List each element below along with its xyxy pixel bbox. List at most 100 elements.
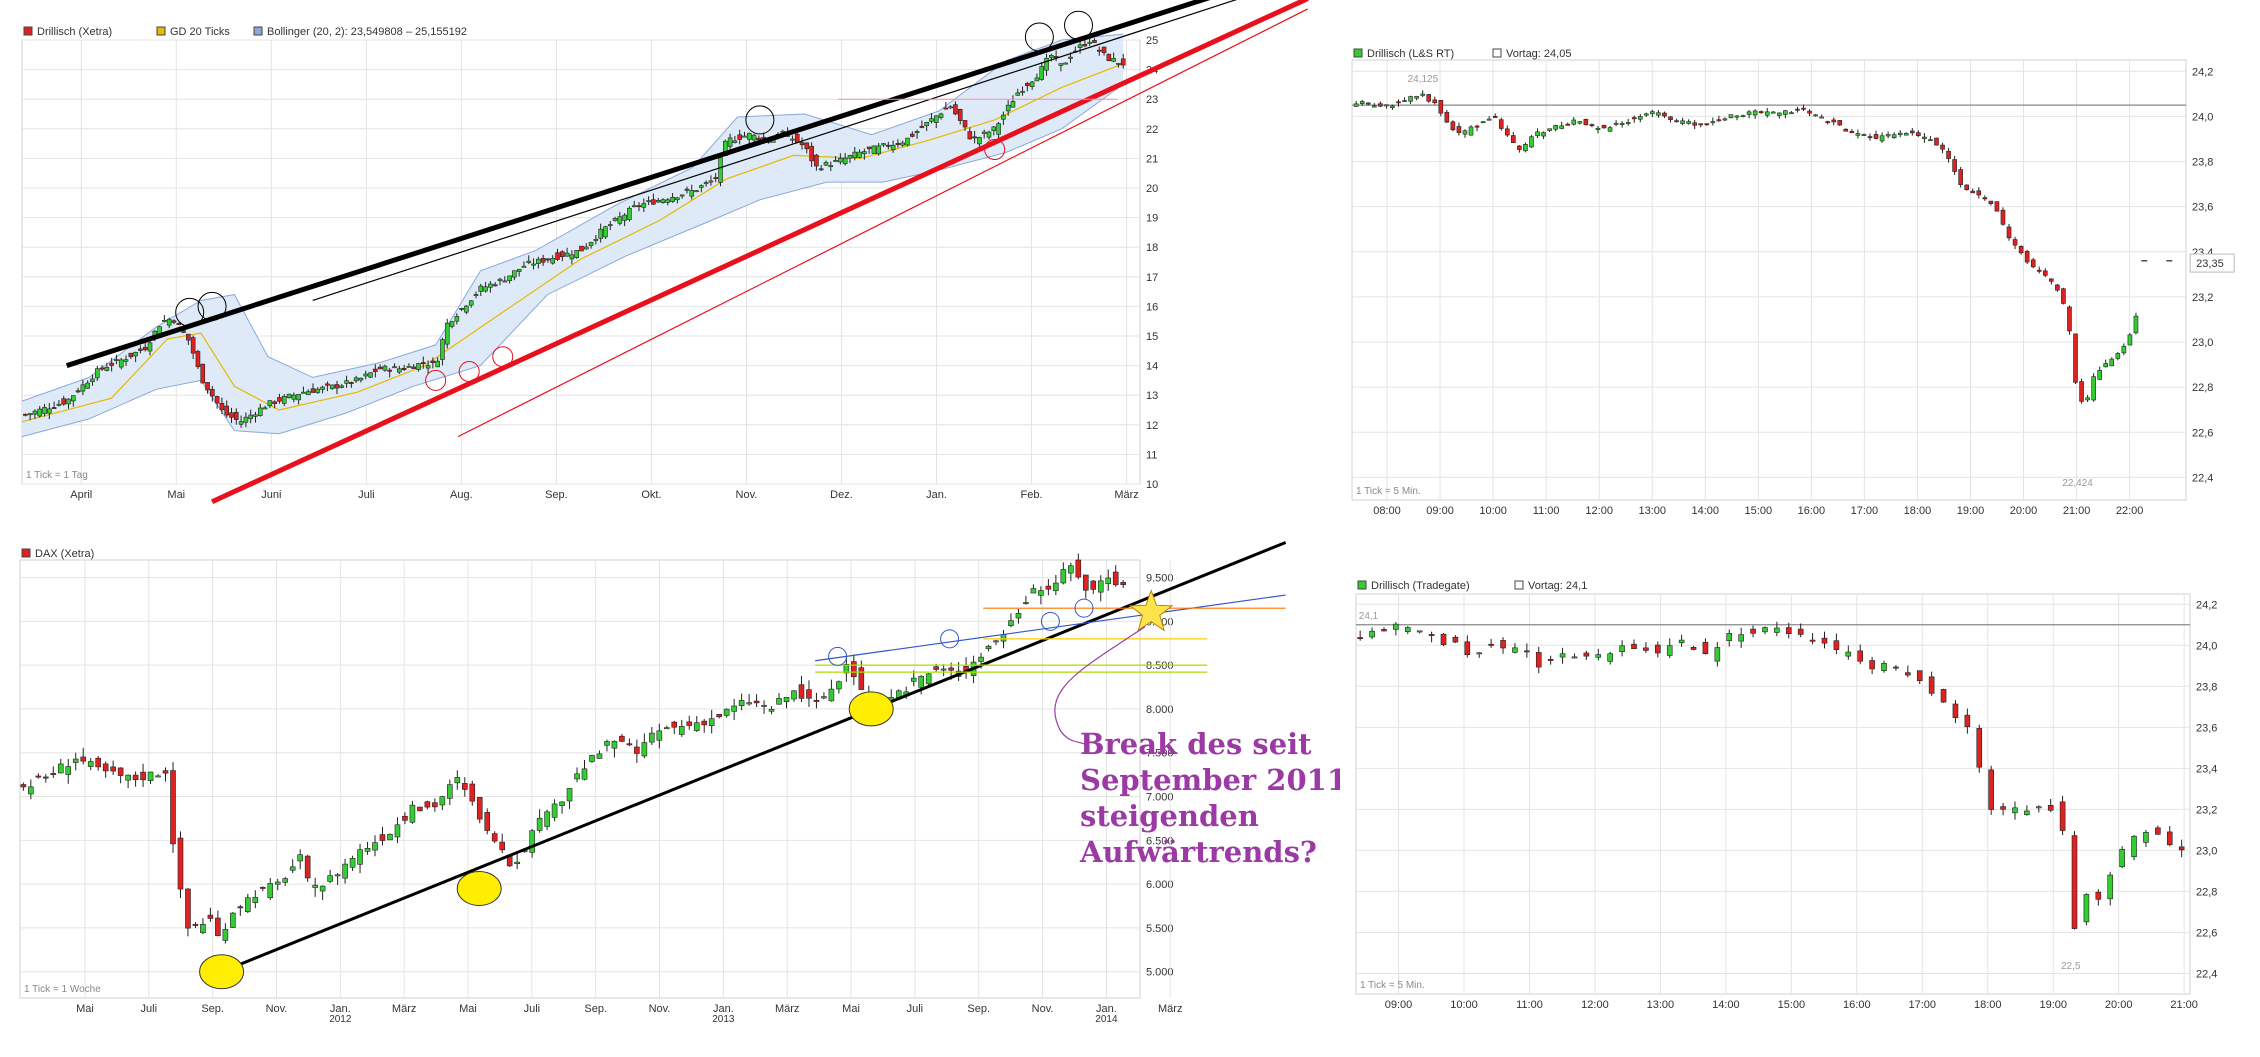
candle-body: [1535, 652, 1542, 668]
candle-body: [798, 684, 805, 699]
y-tick-label: 25: [1146, 35, 1158, 47]
candle-body: [678, 725, 685, 735]
candle-body: [1025, 83, 1030, 86]
candle-body: [349, 858, 356, 868]
candle-body: [1881, 663, 1887, 671]
candle-body: [1369, 630, 1375, 638]
candle-body: [1849, 131, 1855, 134]
y-tick-label: 6.500: [1146, 835, 1174, 847]
candle-body: [776, 698, 782, 705]
candle-body: [699, 185, 704, 188]
candle-body: [694, 190, 699, 193]
candle-body: [2061, 288, 2066, 304]
candle-body: [768, 708, 775, 712]
candle-body: [1698, 123, 1704, 126]
y-tick-label: 22,4: [2196, 968, 2217, 980]
x-tick-label: 19:00: [1957, 505, 1985, 517]
x-tick-label: März: [392, 1003, 416, 1015]
y-tick-label: 19: [1146, 213, 1158, 225]
candle-body: [2036, 269, 2042, 272]
candle-body: [353, 377, 359, 382]
x-tick-label: 13:00: [1638, 505, 1666, 517]
x-tick-label: 10:00: [1450, 999, 1478, 1011]
candle-body: [2071, 835, 2078, 929]
candle-body: [162, 319, 167, 322]
marker-ellipse-yellow: [848, 691, 894, 727]
candle-body: [2024, 810, 2030, 815]
candle-body: [417, 806, 423, 812]
candle-body: [933, 115, 939, 123]
candle-body: [57, 763, 64, 774]
candle-body: [1511, 135, 1516, 143]
candle-body: [1710, 121, 1716, 124]
candle-body: [1000, 634, 1007, 642]
candle-body: [2030, 259, 2036, 268]
candle-body: [1408, 96, 1413, 102]
candle-body: [478, 285, 484, 292]
candle-body: [47, 408, 52, 414]
x-tick-label: 11:00: [1516, 999, 1543, 1011]
candle-body: [1619, 645, 1625, 653]
candle-body: [574, 773, 580, 780]
annotation-text-line: Break des seit: [1080, 727, 1312, 761]
candle-body: [821, 696, 827, 699]
x-tick-label: 12:00: [1585, 505, 1613, 517]
candle-body: [2006, 226, 2012, 239]
candle-body: [1934, 137, 1939, 146]
candle-body: [708, 718, 715, 727]
candle-body: [2083, 894, 2090, 923]
candle-body: [2018, 246, 2024, 254]
candle-body: [1916, 670, 1923, 682]
candle-body: [919, 125, 925, 128]
x-tick-label: 11:00: [1533, 505, 1560, 517]
candle-body: [737, 134, 742, 140]
candle-body: [267, 400, 273, 407]
marker-circle: [458, 361, 480, 383]
candle-body: [1893, 666, 1899, 669]
candle-body: [828, 688, 835, 702]
candle-body: [233, 411, 239, 420]
candle-body: [962, 120, 968, 128]
candle-body: [190, 337, 196, 354]
trendline: [65, 0, 1211, 368]
y-tick-label: 23,4: [2192, 247, 2213, 259]
candle-body: [914, 131, 920, 133]
candle-body: [222, 929, 229, 941]
candle-body: [50, 773, 57, 775]
candle-body: [1498, 119, 1504, 129]
candle-body: [1008, 620, 1014, 626]
tick-note: 1 Tick = 5 Min.: [1356, 486, 1421, 497]
candle-body: [147, 342, 153, 352]
x-tick-label: März: [1114, 489, 1138, 501]
candle-body: [843, 663, 850, 674]
candle-body: [229, 412, 234, 418]
candle-body: [319, 885, 326, 892]
candle-body: [2133, 315, 2139, 334]
candle-body: [110, 766, 116, 772]
x-tick-label: Nov.: [1032, 1003, 1054, 1015]
candle-body: [742, 135, 747, 138]
x-tick-label: 21:00: [2170, 999, 2198, 1011]
candle-body: [219, 402, 225, 411]
candle-body: [1774, 627, 1780, 633]
candle-body: [1964, 714, 1971, 728]
candle-body: [948, 667, 954, 671]
y-tick-label: 22,8: [2192, 382, 2213, 394]
trendline: [221, 541, 1287, 974]
marker-circle-blue: [1074, 598, 1094, 618]
candle-body: [1378, 103, 1383, 107]
x-tick-label: 22:00: [2116, 505, 2144, 517]
y-tick-label: 5.000: [1146, 967, 1174, 979]
candle-body: [588, 242, 594, 246]
legend-swatch: [253, 26, 263, 36]
candle-body: [1928, 139, 1933, 142]
candle-body: [1583, 652, 1590, 657]
candle-body: [424, 801, 431, 808]
candle-body: [1045, 585, 1052, 590]
candle-body: [679, 194, 685, 197]
candle-body: [589, 755, 595, 762]
candle-body: [117, 767, 124, 776]
candle-body: [1087, 41, 1092, 44]
marker-circle: [984, 139, 1006, 161]
candle-body: [207, 914, 214, 919]
